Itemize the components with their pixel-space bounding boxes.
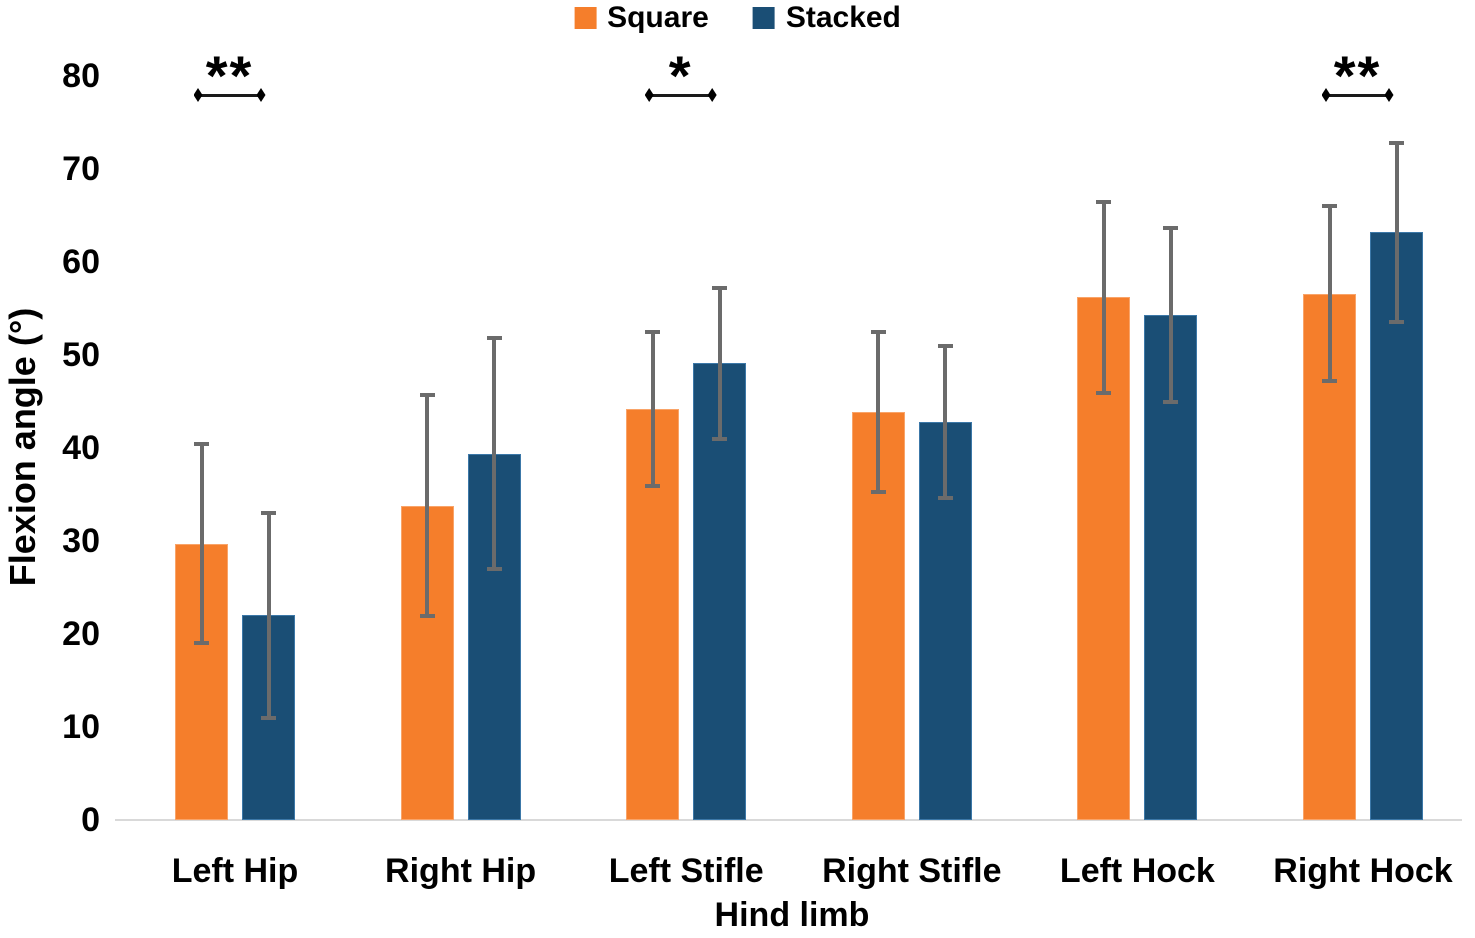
x-category-label: Right Stifle <box>822 852 1002 890</box>
error-bar-cap <box>1096 199 1112 204</box>
legend-label: Stacked <box>785 1 901 34</box>
x-axis-title: Hind limb <box>714 896 870 934</box>
legend-label: Square <box>607 1 709 34</box>
y-tick-label: 30 <box>62 522 100 560</box>
error-bar-cap <box>870 489 886 494</box>
error-bar <box>717 288 722 439</box>
y-tick-label: 80 <box>62 57 100 95</box>
x-category-label: Left Stifle <box>608 852 764 890</box>
error-bar <box>650 331 655 487</box>
significance-line <box>649 93 713 97</box>
significance-diamond-icon <box>644 88 654 102</box>
y-tick-label: 20 <box>62 615 100 653</box>
error-bar-cap <box>870 329 886 334</box>
error-bar-cap <box>1322 204 1337 209</box>
error-bar-cap <box>1096 391 1112 396</box>
significance-diamond-icon <box>256 88 266 102</box>
x-category-label: Left Hip <box>171 852 299 890</box>
error-bar-cap <box>261 511 276 516</box>
legend-item-stacked: Stacked <box>752 1 901 34</box>
y-tick-label: 40 <box>62 429 100 467</box>
error-bar-cap <box>645 484 661 489</box>
significance-label: ** <box>1333 44 1382 107</box>
significance-label: * <box>668 44 693 107</box>
error-bar <box>1168 227 1173 403</box>
error-bar <box>1327 206 1332 382</box>
bar-stacked-5 <box>1370 232 1423 820</box>
y-tick-label: 0 <box>81 801 100 839</box>
y-tick-label: 60 <box>62 243 100 281</box>
error-bar-cap <box>261 715 276 720</box>
error-bar-cap <box>645 329 661 334</box>
significance-label: ** <box>205 44 254 107</box>
error-bar-cap <box>486 566 502 571</box>
chart-legend: Square Stacked <box>574 3 901 33</box>
y-tick-label: 10 <box>62 708 100 746</box>
error-bar-cap <box>486 336 502 341</box>
legend-swatch-stacked <box>752 7 775 29</box>
y-tick-label: 70 <box>62 150 100 188</box>
error-bar-cap <box>194 442 209 447</box>
error-bar <box>199 444 204 644</box>
error-bar-cap <box>1389 319 1404 324</box>
significance-diamond-icon <box>707 88 717 102</box>
error-bar-cap <box>937 343 953 348</box>
x-axis-line <box>115 819 1462 821</box>
error-bar-cap <box>194 641 209 646</box>
error-bar <box>266 513 271 718</box>
significance-diamond-icon <box>1321 88 1331 102</box>
error-bar <box>1101 201 1106 394</box>
error-bar <box>1394 142 1399 322</box>
x-category-label: Right Hip <box>385 852 537 890</box>
significance-diamond-icon <box>193 88 203 102</box>
error-bar <box>943 345 948 499</box>
x-category-label: Left Hock <box>1059 852 1215 890</box>
error-bar <box>425 394 430 617</box>
significance-line <box>198 93 261 97</box>
y-tick-label: 50 <box>62 336 100 374</box>
legend-swatch-square <box>574 7 597 29</box>
legend-item-square: Square <box>574 3 709 33</box>
significance-diamond-icon <box>1384 88 1394 102</box>
error-bar-cap <box>712 286 728 291</box>
error-bar-cap <box>1389 140 1404 145</box>
error-bar-cap <box>419 392 435 397</box>
x-category-label: Right Hock <box>1273 852 1453 890</box>
error-bar-cap <box>1163 400 1179 405</box>
error-bar-cap <box>1322 379 1337 384</box>
error-bar <box>876 331 881 492</box>
error-bar-cap <box>937 496 953 501</box>
error-bar-cap <box>419 614 435 619</box>
significance-line <box>1326 93 1389 97</box>
error-bar-cap <box>1163 225 1179 230</box>
error-bar-cap <box>712 436 728 441</box>
error-bar <box>492 338 497 569</box>
